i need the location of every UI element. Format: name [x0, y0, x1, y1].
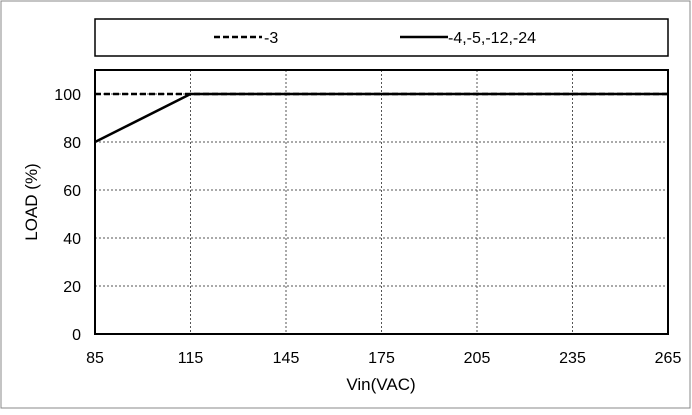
- y-tick-label: 60: [63, 183, 81, 200]
- plot-area-frame: [94, 69, 669, 335]
- y-tick-label: 80: [63, 135, 81, 152]
- y-tick-label: 100: [54, 87, 81, 104]
- legend: -3 -4,-5,-12,-24: [94, 18, 669, 57]
- legend-label-series-2: -4,-5,-12,-24: [448, 30, 536, 47]
- x-axis-ticks: 85 115 145 175 205 235 265: [86, 350, 681, 367]
- legend-label-series-1: -3: [264, 30, 278, 47]
- x-tick-label: 235: [559, 350, 586, 367]
- y-tick-label: 0: [72, 327, 81, 344]
- x-tick-label: 265: [655, 350, 682, 367]
- legend-box: [94, 18, 669, 57]
- x-tick-label: 115: [178, 350, 204, 367]
- y-tick-label: 20: [63, 279, 81, 296]
- series: [94, 92, 668, 144]
- x-tick-label: 205: [464, 350, 491, 367]
- y-axis-title: LOAD (%): [22, 163, 41, 240]
- y-axis-ticks: 0 20 40 60 80 100: [54, 87, 81, 344]
- y-tick-label: 40: [63, 231, 81, 248]
- x-tick-label: 145: [273, 350, 300, 367]
- x-tick-label: 85: [86, 350, 104, 367]
- x-tick-label: 175: [368, 350, 395, 367]
- x-axis-title: Vin(VAC): [346, 375, 415, 394]
- series-line-2: [94, 92, 668, 144]
